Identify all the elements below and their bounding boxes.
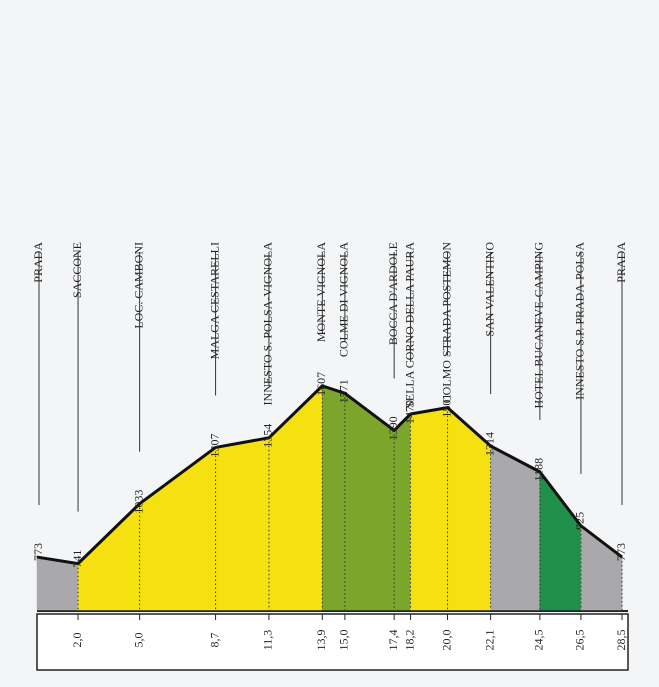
station-name: SAN VALENTINO — [482, 242, 496, 337]
profile-segment — [393, 413, 411, 611]
station-name: SELLA CORNO DELLA PAURA — [402, 242, 416, 408]
station-name: HOTEL BUCANEVE-CAMPING — [532, 242, 546, 409]
x-tick-label: 8,7 — [207, 633, 221, 648]
x-tick-label: 13,9 — [314, 630, 328, 651]
profile-segment — [539, 471, 582, 611]
profile-segment — [410, 407, 448, 611]
altitude-label: 1033 — [131, 490, 145, 514]
station-name: INNESTO S. POLSA-VIGNOLA — [261, 242, 275, 406]
distance-band — [36, 613, 629, 671]
altitude-label: 1501 — [439, 394, 453, 418]
profile-segment — [215, 437, 270, 611]
altitude-label: 1307 — [207, 433, 221, 457]
altitude-label: 1354 — [261, 424, 275, 448]
station-name: INNESTO S.P. PRADA-POLSA — [573, 242, 587, 400]
station-name: MONTE VIGNOLA — [314, 242, 328, 342]
profile-segment — [77, 503, 140, 611]
x-tick-label: 28,5 — [614, 630, 628, 651]
altitude-label: 1607 — [314, 372, 328, 396]
altitude-label: 1188 — [532, 458, 546, 482]
station-name: BOCCA D'ARDOLE — [386, 242, 400, 345]
station-name: SACCONE — [70, 242, 84, 298]
x-tick-label: 22,1 — [482, 630, 496, 651]
altitude-label: 925 — [573, 512, 587, 530]
altitude-label: 1571 — [337, 379, 351, 403]
x-tick-label: 20,0 — [439, 630, 453, 651]
profile-segment — [322, 385, 346, 611]
station-name: PRADA — [31, 242, 45, 283]
altitude-label: 1314 — [482, 432, 496, 456]
station-name: LOC. CAMBONI — [131, 242, 145, 329]
station-name: COLMO STRADA POSTEMON — [439, 242, 453, 404]
altitude-label: 741 — [70, 550, 84, 568]
profile-segment — [139, 446, 216, 611]
profile-line — [36, 384, 623, 566]
profile-segment — [580, 525, 623, 611]
x-tick-label: 2,0 — [70, 633, 84, 648]
profile-segment — [268, 385, 323, 611]
x-tick-label: 26,5 — [573, 630, 587, 651]
x-tick-label: 17,4 — [386, 630, 400, 651]
altitude-label: 1470 — [402, 400, 416, 424]
x-tick-label: 5,0 — [131, 633, 145, 648]
x-tick-label: 18,2 — [402, 630, 416, 651]
altitude-label: 773 — [31, 543, 45, 561]
station-name: PRADA — [614, 242, 628, 283]
altitude-label: 1390 — [386, 416, 400, 440]
station-name: MALGA CESTARELLI — [207, 242, 221, 359]
altitude-label: 773 — [614, 543, 628, 561]
x-tick-label: 15,0 — [337, 630, 351, 651]
x-tick-label: 24,5 — [532, 630, 546, 651]
station-name: COLME DI VIGNOLA — [337, 242, 351, 357]
x-tick-label: 11,3 — [261, 630, 275, 651]
